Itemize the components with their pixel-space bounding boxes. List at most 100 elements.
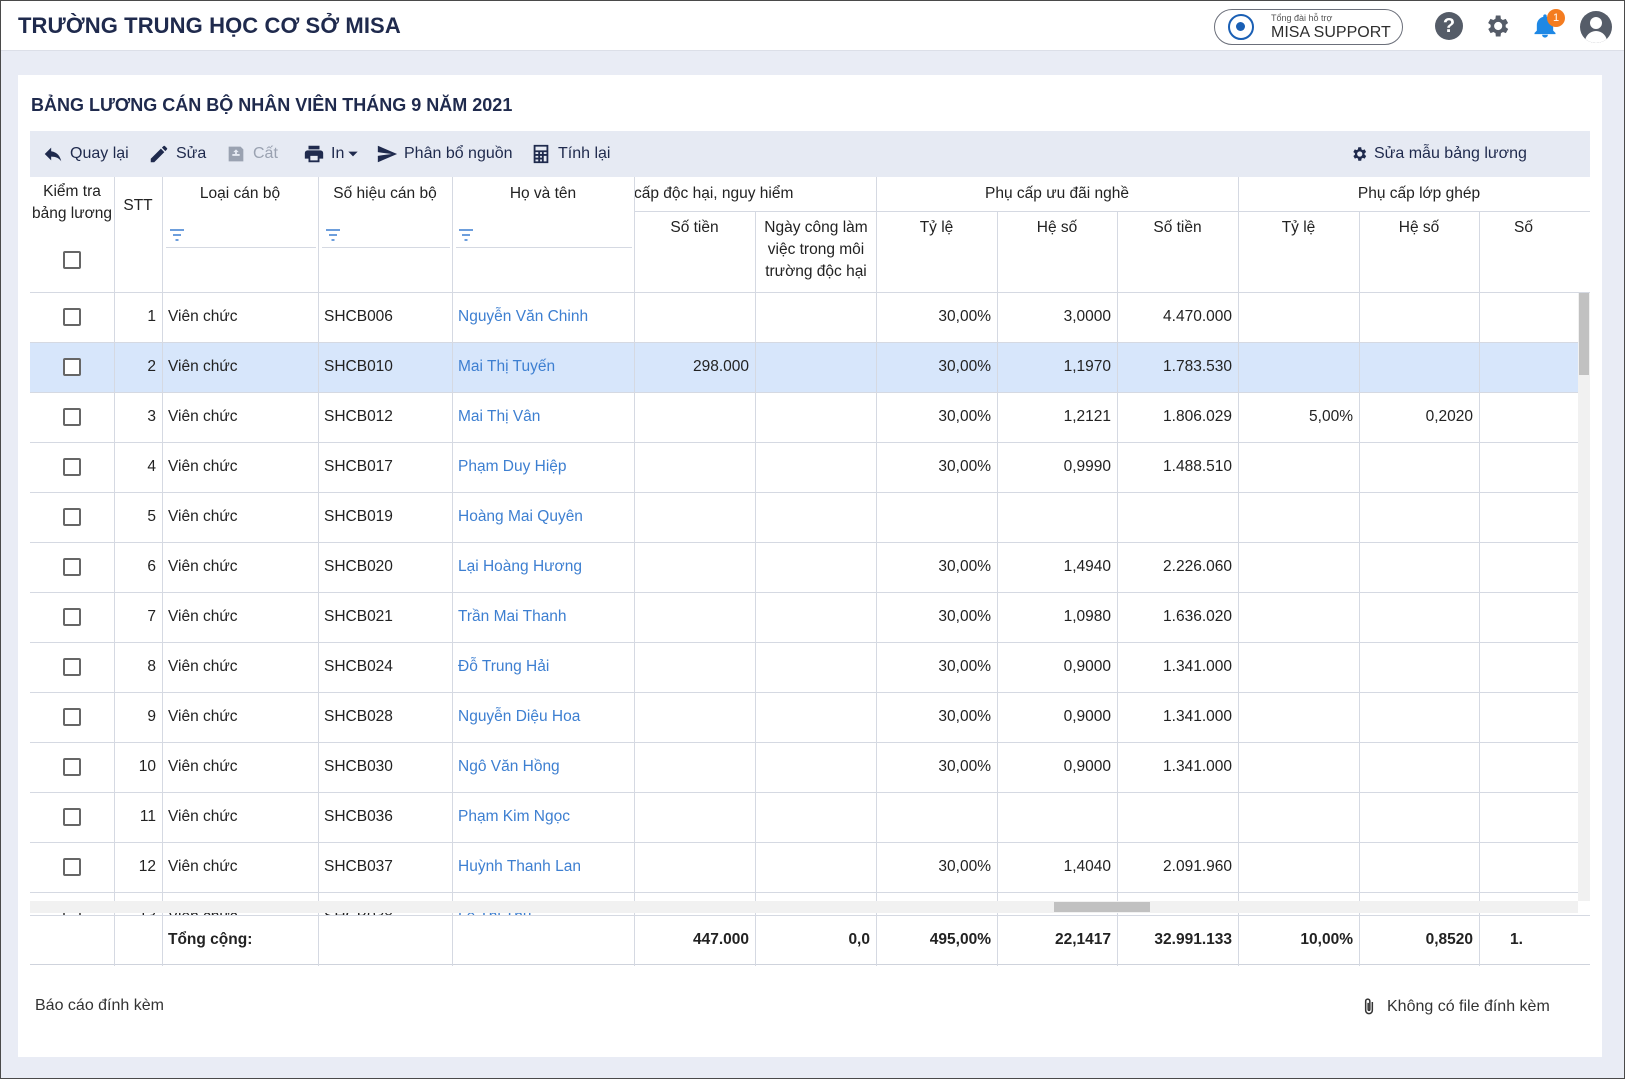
employee-name-link[interactable]: Nguyễn Văn Chinh <box>458 308 589 325</box>
table-row[interactable]: 5 Viên chức SHCB019 Hoàng Mai Quyên <box>30 493 1578 543</box>
pref-amount-cell: 1.341.000 <box>1163 708 1232 725</box>
phone-support-icon <box>1228 14 1254 40</box>
total-pref-coef: 22,1417 <box>1054 931 1111 948</box>
settings-gear-icon[interactable] <box>1483 12 1511 40</box>
code-cell: SHCB037 <box>324 858 393 875</box>
row-checkbox[interactable] <box>63 808 81 826</box>
stt-cell: 8 <box>147 658 156 675</box>
table-row[interactable]: 4 Viên chức SHCB017 Phạm Duy Hiệp 30,00% 0,99… <box>30 443 1578 493</box>
table-row[interactable]: 6 Viên chức SHCB020 Lại Hoàng Hương 30,00% 1,… <box>30 543 1578 593</box>
misa-support-button[interactable]: Tổng đài hỗ trợ MISA SUPPORT <box>1214 9 1403 45</box>
pref-rate-cell: 30,00% <box>938 408 991 425</box>
row-checkbox[interactable] <box>63 358 81 376</box>
allocate-label: Phân bổ nguồn <box>404 145 513 162</box>
user-avatar-icon[interactable] <box>1580 11 1612 43</box>
col-group-pref-header: Phụ cấp ưu đãi nghề <box>985 185 1129 202</box>
edit-template-button[interactable]: Sửa mẫu bảng lương <box>1350 131 1527 177</box>
pref-amount-cell: 1.341.000 <box>1163 758 1232 775</box>
pref-amount-cell: 1.636.020 <box>1163 608 1232 625</box>
pref-rate-cell: 30,00% <box>938 558 991 575</box>
calculator-icon <box>533 144 549 164</box>
horizontal-scroll-thumb[interactable] <box>1054 902 1150 912</box>
filter-icon[interactable] <box>325 229 341 241</box>
school-name: TRƯỜNG TRUNG HỌC CƠ SỞ MISA <box>18 13 401 38</box>
type-cell: Viên chức <box>168 858 238 875</box>
row-checkbox[interactable] <box>63 408 81 426</box>
employee-name-link[interactable]: Nguyễn Diệu Hoa <box>458 708 581 725</box>
pref-amount-cell: 2.226.060 <box>1163 558 1232 575</box>
employee-name-link[interactable]: Huỳnh Thanh Lan <box>458 858 581 875</box>
col-hazard-days-header: Ngày công làm việc trong môi trường độc … <box>764 219 868 280</box>
code-cell: SHCB030 <box>324 758 393 775</box>
horizontal-scrollbar[interactable] <box>30 901 1578 913</box>
back-arrow-icon <box>44 147 62 162</box>
stt-cell: 11 <box>139 808 156 825</box>
type-cell: Viên chức <box>168 708 238 725</box>
employee-name-link[interactable]: Lại Hoàng Hương <box>458 558 582 575</box>
table-row[interactable]: 1 Viên chức SHCB006 Nguyễn Văn Chinh 30,00% 3… <box>30 293 1578 343</box>
employee-name-link[interactable]: Đỗ Trung Hải <box>458 658 550 675</box>
hazard-amount-cell: 298.000 <box>692 358 749 375</box>
employee-name-link[interactable]: Ngô Văn Hồng <box>458 758 560 775</box>
employee-name-link[interactable]: Trần Mai Thanh <box>458 608 567 625</box>
row-checkbox[interactable] <box>63 858 81 876</box>
employee-name-link[interactable]: Hoàng Mai Quyên <box>458 508 583 525</box>
help-icon[interactable]: ? <box>1435 12 1463 40</box>
col-code-header: Số hiệu cán bộ <box>333 185 437 202</box>
print-button[interactable]: In <box>303 131 360 177</box>
filter-icon[interactable] <box>458 229 474 241</box>
employee-name-link[interactable]: Mai Thị Vân <box>458 408 541 425</box>
toolbar: Quay lại Sửa Cất In Phân bổ nguồn Tí <box>30 131 1590 177</box>
pref-amount-cell: 2.091.960 <box>1163 858 1232 875</box>
edit-button[interactable]: Sửa <box>148 131 206 177</box>
table-row[interactable]: 2 Viên chức SHCB010 Mai Thị Tuyến 298.000 30,… <box>30 343 1578 393</box>
row-checkbox[interactable] <box>63 608 81 626</box>
allocate-source-button[interactable]: Phân bổ nguồn <box>376 131 513 177</box>
pref-rate-cell: 30,00% <box>938 308 991 325</box>
pref-amount-cell: 1.488.510 <box>1163 458 1232 475</box>
recalculate-button[interactable]: Tính lại <box>530 131 610 177</box>
total-hazard-days: 0,0 <box>848 931 870 948</box>
table-row[interactable]: 12 Viên chức SHCB037 Huỳnh Thanh Lan 30,00% 1… <box>30 843 1578 893</box>
vertical-scrollbar[interactable] <box>1578 293 1590 901</box>
back-button[interactable]: Quay lại <box>42 131 129 177</box>
row-checkbox[interactable] <box>63 558 81 576</box>
filter-icon[interactable] <box>169 229 185 241</box>
save-disk-icon <box>228 146 244 162</box>
row-checkbox[interactable] <box>63 708 81 726</box>
stt-cell: 1 <box>147 308 156 325</box>
vertical-scroll-thumb[interactable] <box>1579 293 1589 375</box>
row-checkbox[interactable] <box>63 508 81 526</box>
totals-label: Tổng cộng: <box>168 931 253 948</box>
col-group-combined-header: Phụ cấp lớp ghép <box>1357 185 1481 202</box>
save-button[interactable]: Cất <box>225 131 278 177</box>
pref-amount-cell: 1.341.000 <box>1163 658 1232 675</box>
employee-name-link[interactable]: Mai Thị Tuyến <box>458 358 556 375</box>
row-checkbox[interactable] <box>63 658 81 676</box>
table-row[interactable]: 3 Viên chức SHCB012 Mai Thị Vân 30,00% 1,2121… <box>30 393 1578 443</box>
pref-amount-cell: 4.470.000 <box>1163 308 1232 325</box>
attachment-status[interactable]: Không có file đính kèm <box>1359 997 1550 1017</box>
chevron-down-icon <box>348 151 359 157</box>
employee-name-link[interactable]: Phạm Duy Hiệp <box>458 458 567 475</box>
code-cell: SHCB019 <box>324 508 393 525</box>
table-row[interactable]: 8 Viên chức SHCB024 Đỗ Trung Hải 30,00% 0,900… <box>30 643 1578 693</box>
code-cell: SHCB010 <box>324 358 393 375</box>
select-all-checkbox[interactable] <box>63 251 81 269</box>
table-row[interactable]: 11 Viên chức SHCB036 Phạm Kim Ngọc <box>30 793 1578 843</box>
table-row[interactable]: 7 Viên chức SHCB021 Trần Mai Thanh 30,00% 1,0… <box>30 593 1578 643</box>
type-cell: Viên chức <box>168 308 238 325</box>
row-checkbox[interactable] <box>63 758 81 776</box>
pref-coef-cell: 1,1970 <box>1063 358 1111 375</box>
code-cell: SHCB012 <box>324 408 393 425</box>
table-row[interactable]: 9 Viên chức SHCB028 Nguyễn Diệu Hoa 30,00% 0,… <box>30 693 1578 743</box>
employee-name-link[interactable]: Phạm Kim Ngọc <box>458 808 570 825</box>
table-row[interactable]: 10 Viên chức SHCB030 Ngô Văn Hồng 30,00% 0,90… <box>30 743 1578 793</box>
total-comb-amount: 1. <box>1510 931 1523 948</box>
pref-amount-cell: 1.806.029 <box>1163 408 1232 425</box>
code-cell: SHCB017 <box>324 458 393 475</box>
row-checkbox[interactable] <box>63 458 81 476</box>
total-comb-rate: 10,00% <box>1300 931 1353 948</box>
row-checkbox[interactable] <box>63 308 81 326</box>
type-cell: Viên chức <box>168 508 238 525</box>
